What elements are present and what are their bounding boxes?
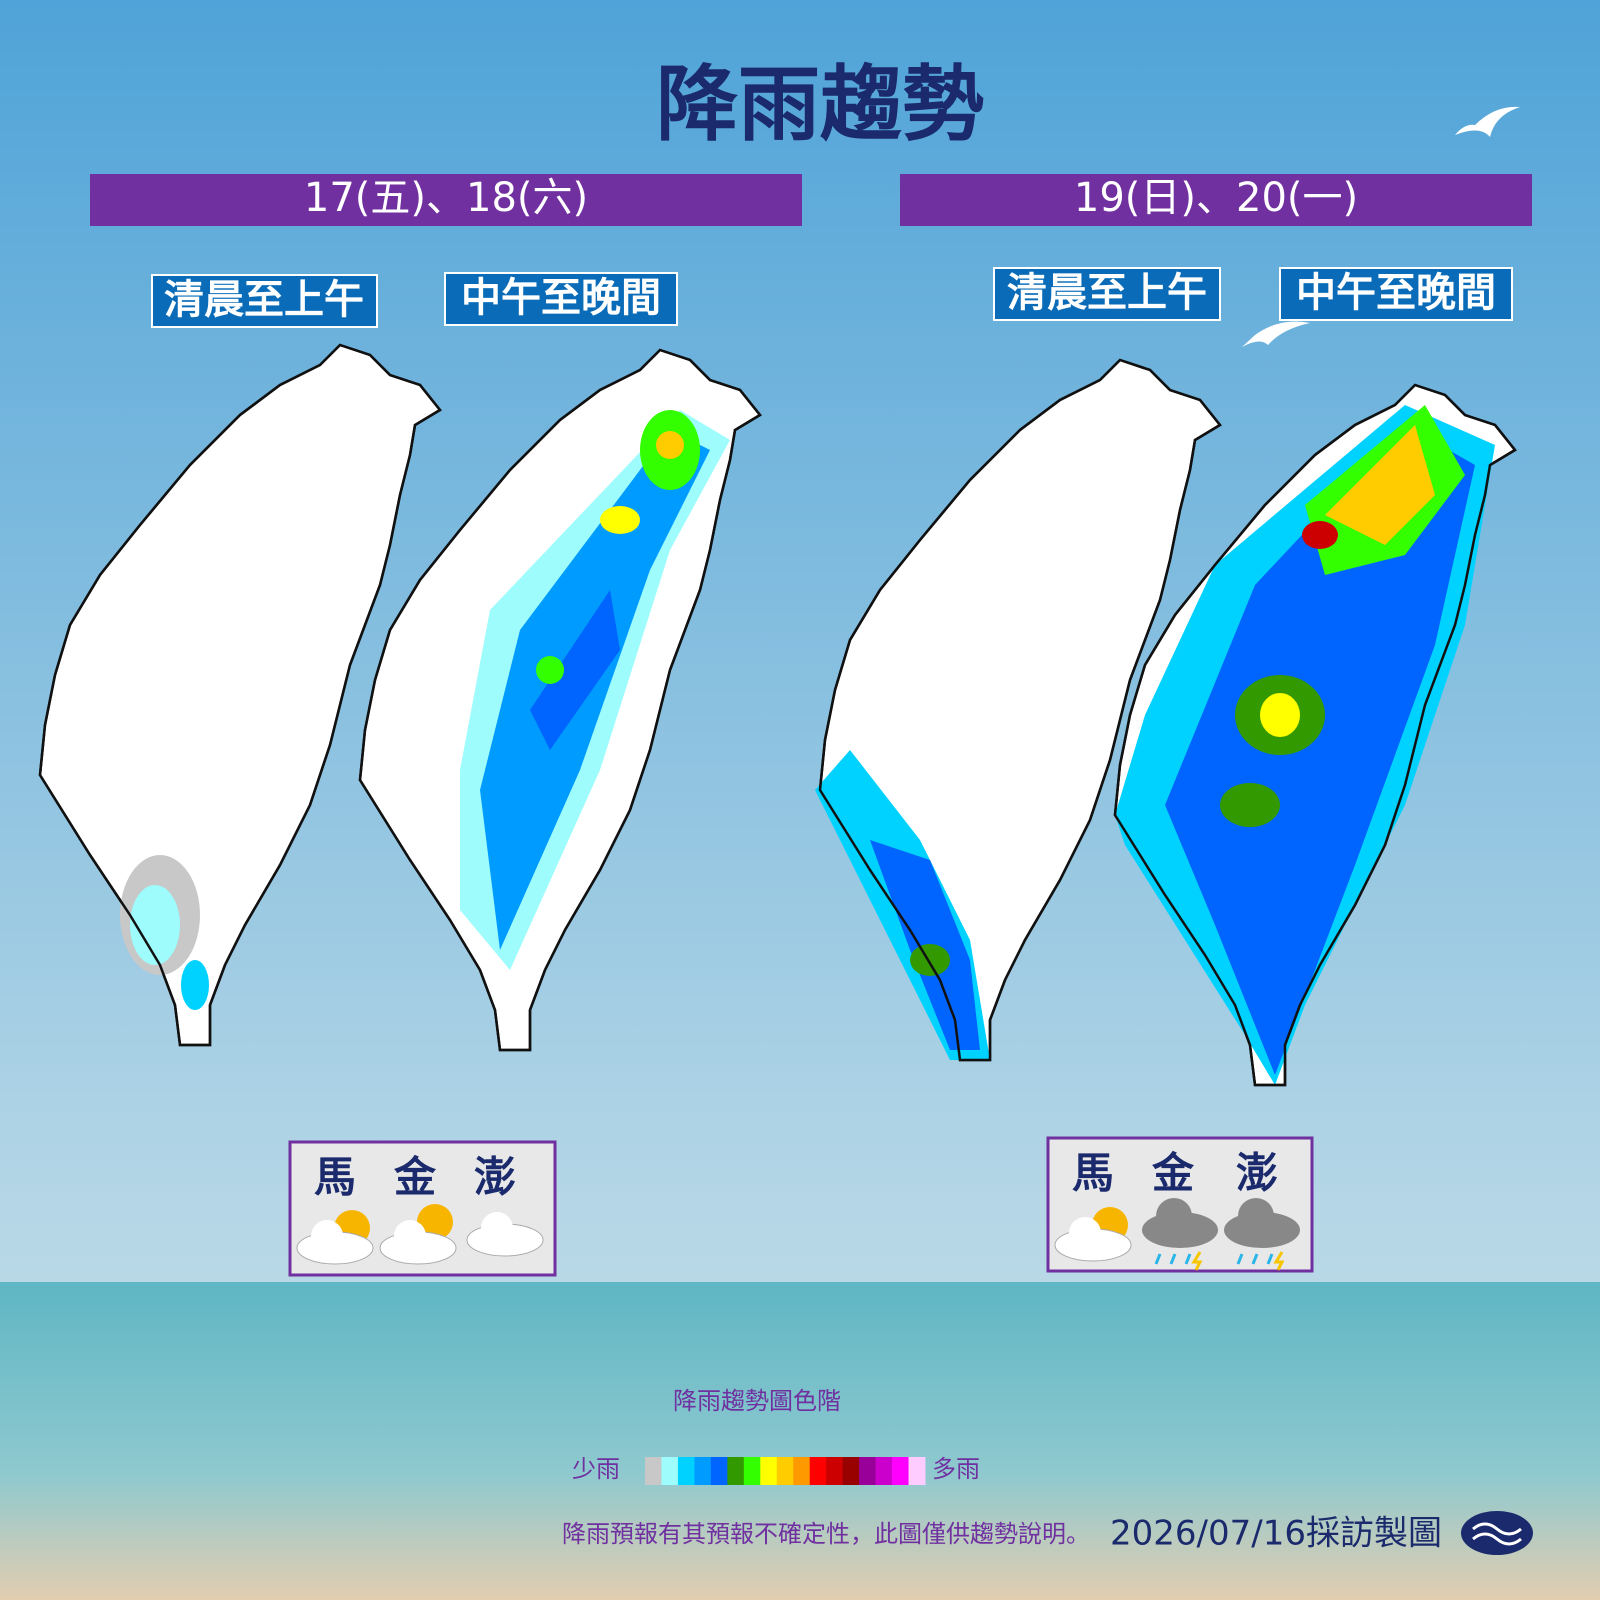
map xyxy=(38,343,442,1047)
color-swatch xyxy=(826,1457,844,1485)
period-box xyxy=(444,272,678,326)
period-box xyxy=(1279,267,1513,321)
title: 降雨趨勢 xyxy=(656,57,984,152)
bird xyxy=(1455,106,1520,137)
color-swatch xyxy=(645,1457,662,1485)
color-swatch xyxy=(760,1457,778,1485)
color-swatch xyxy=(677,1457,695,1485)
note: 降雨預報有其預報不確定性，此圖僅供趨勢說明。 xyxy=(562,1520,1090,1548)
period: 中午至晚間 xyxy=(461,275,661,321)
map xyxy=(1113,383,1517,1087)
date: 17(五)、18(六) xyxy=(304,175,588,221)
color-swatch xyxy=(875,1457,893,1485)
color-swatch xyxy=(710,1457,728,1485)
period: 中午至晚間 xyxy=(1296,270,1496,316)
color-swatch xyxy=(809,1457,827,1485)
color-swatch xyxy=(908,1457,926,1485)
legend-low: 少雨 xyxy=(572,1455,620,1483)
date: 19(日)、20(一) xyxy=(1074,175,1358,221)
color-swatch xyxy=(743,1457,761,1485)
map xyxy=(815,358,1222,1062)
color-swatch xyxy=(842,1457,860,1485)
color-swatch xyxy=(661,1457,679,1485)
period: 清晨至上午 xyxy=(1007,270,1207,316)
island: 澎 xyxy=(474,1153,516,1202)
island: 馬 xyxy=(314,1153,356,1202)
color-swatch xyxy=(776,1457,794,1485)
sea xyxy=(0,1282,1600,1600)
date-bar xyxy=(90,174,802,226)
date-bar xyxy=(900,174,1532,226)
period: 清晨至上午 xyxy=(164,277,364,323)
color-swatch xyxy=(859,1457,877,1485)
legend-high: 多雨 xyxy=(932,1455,980,1483)
period-box xyxy=(151,274,378,328)
legend-title: 降雨趨勢圖色階 xyxy=(673,1387,841,1415)
island: 金 xyxy=(1151,1149,1195,1198)
island: 馬 xyxy=(1072,1149,1114,1198)
color-swatch xyxy=(892,1457,910,1485)
color-scale xyxy=(645,1457,926,1485)
island: 澎 xyxy=(1236,1149,1278,1198)
color-swatch xyxy=(793,1457,811,1485)
bird xyxy=(1242,321,1310,347)
island: 金 xyxy=(393,1153,437,1202)
color-swatch xyxy=(694,1457,712,1485)
period-box xyxy=(993,267,1221,321)
map xyxy=(358,348,762,1052)
color-swatch xyxy=(727,1457,745,1485)
credit: 2026/07/16採訪製圖 xyxy=(1110,1514,1442,1554)
logo xyxy=(1461,1511,1533,1555)
